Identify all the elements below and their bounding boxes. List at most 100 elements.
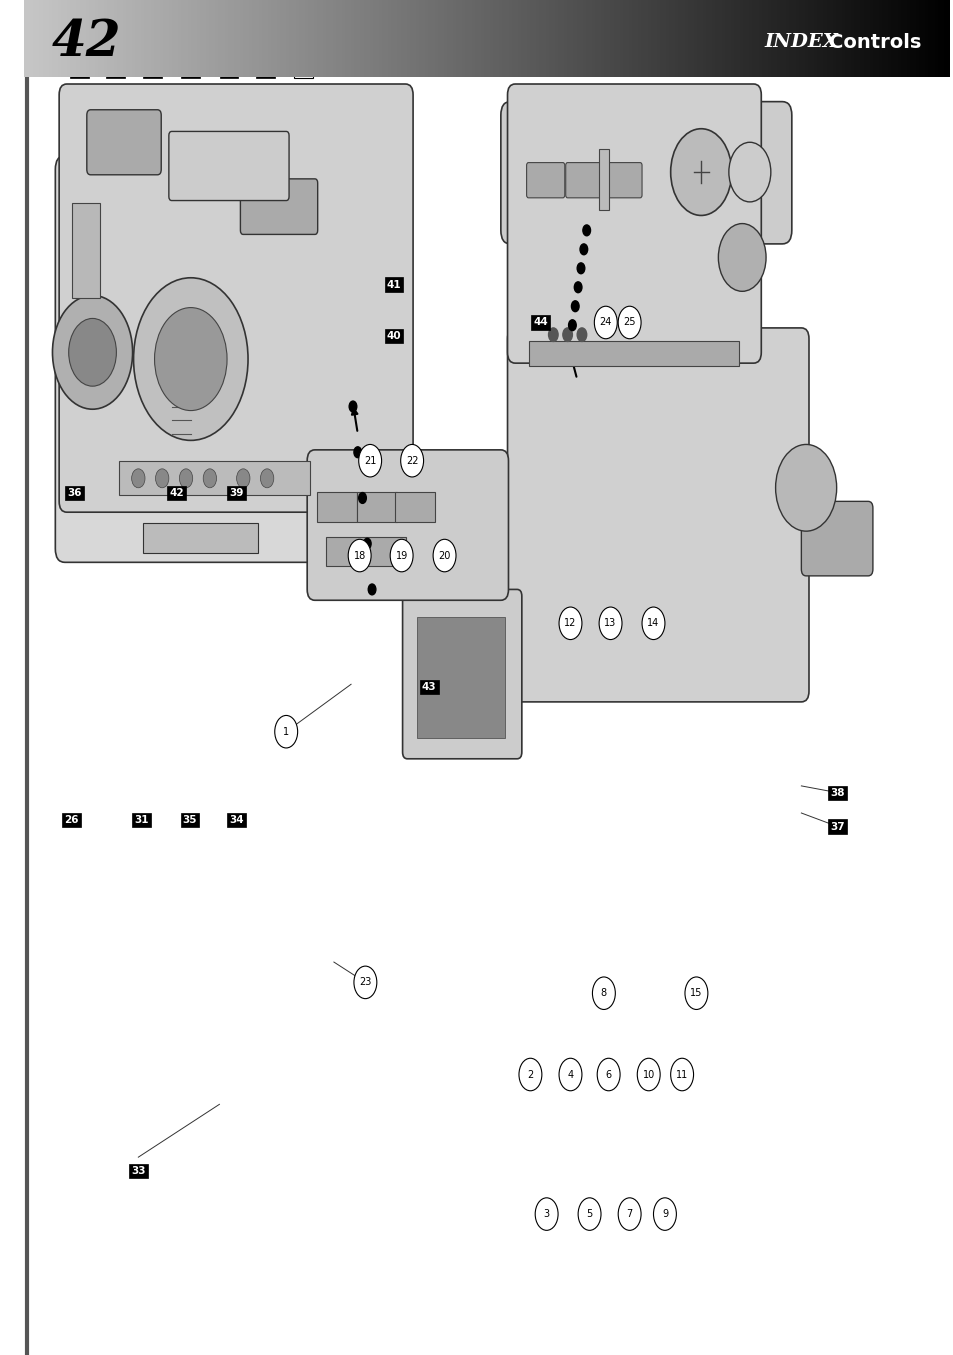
Text: 36: 36 [67, 488, 82, 499]
Text: 43: 43 [421, 682, 436, 692]
FancyBboxPatch shape [356, 492, 396, 522]
Circle shape [578, 1198, 600, 1230]
FancyBboxPatch shape [316, 492, 356, 522]
Circle shape [349, 401, 356, 412]
Text: 30: 30 [183, 65, 198, 76]
Text: 42: 42 [51, 18, 121, 66]
Text: 8: 8 [600, 988, 606, 999]
Bar [71, 203, 100, 298]
Circle shape [592, 977, 615, 1009]
Text: 9: 9 [661, 1209, 667, 1220]
Circle shape [548, 328, 558, 341]
Circle shape [728, 142, 770, 202]
Circle shape [52, 295, 132, 409]
FancyBboxPatch shape [603, 163, 641, 198]
Text: Controls: Controls [828, 33, 921, 51]
FancyBboxPatch shape [55, 156, 341, 562]
Circle shape [132, 469, 145, 488]
Text: 15: 15 [690, 988, 701, 999]
Circle shape [597, 1058, 619, 1091]
Text: 28: 28 [145, 65, 160, 76]
Text: 38: 38 [829, 787, 844, 798]
FancyBboxPatch shape [565, 163, 603, 198]
FancyBboxPatch shape [87, 110, 161, 175]
FancyBboxPatch shape [366, 537, 406, 566]
Text: 7: 7 [626, 1209, 632, 1220]
Text: 14: 14 [647, 618, 659, 629]
Circle shape [670, 129, 731, 215]
Circle shape [535, 1198, 558, 1230]
Circle shape [568, 320, 576, 331]
Text: 16: 16 [221, 65, 236, 76]
Circle shape [618, 306, 640, 339]
Text: 26: 26 [64, 814, 79, 825]
Circle shape [363, 538, 371, 549]
Circle shape [594, 306, 617, 339]
Bar [529, 341, 739, 366]
Circle shape [558, 1058, 581, 1091]
Circle shape [775, 444, 836, 531]
Text: 13: 13 [604, 618, 616, 629]
Circle shape [354, 447, 361, 458]
Circle shape [274, 715, 297, 748]
Text: 3: 3 [543, 1209, 549, 1220]
FancyBboxPatch shape [500, 102, 791, 244]
Circle shape [69, 318, 116, 386]
Circle shape [577, 263, 584, 274]
Text: 37: 37 [829, 821, 844, 832]
Circle shape [582, 225, 590, 236]
Text: 29: 29 [108, 65, 123, 76]
Text: 40: 40 [386, 331, 401, 341]
Text: 41: 41 [386, 279, 401, 290]
Circle shape [155, 469, 169, 488]
Circle shape [400, 444, 423, 477]
Text: 22: 22 [405, 455, 418, 466]
Circle shape [368, 584, 375, 595]
Circle shape [579, 244, 587, 255]
Text: 12: 12 [564, 618, 576, 629]
Bar [119, 461, 310, 495]
Text: 21: 21 [364, 455, 375, 466]
FancyBboxPatch shape [326, 537, 366, 566]
Circle shape [354, 966, 376, 999]
Text: 18: 18 [354, 550, 365, 561]
Circle shape [348, 539, 371, 572]
Circle shape [358, 444, 381, 477]
Circle shape [574, 282, 581, 293]
Circle shape [598, 607, 621, 640]
Circle shape [718, 224, 765, 291]
FancyBboxPatch shape [59, 84, 413, 512]
Text: 1: 1 [283, 726, 289, 737]
Circle shape [571, 301, 578, 312]
Text: 42: 42 [169, 488, 184, 499]
Text: 39: 39 [229, 488, 244, 499]
Text: 6: 6 [605, 1069, 611, 1080]
Circle shape [390, 539, 413, 572]
Text: 19: 19 [395, 550, 407, 561]
FancyBboxPatch shape [416, 617, 504, 738]
Text: 32: 32 [295, 65, 311, 76]
FancyBboxPatch shape [507, 328, 808, 702]
Circle shape [433, 539, 456, 572]
Text: 11: 11 [676, 1069, 687, 1080]
Text: 2: 2 [527, 1069, 533, 1080]
Circle shape [179, 469, 193, 488]
Circle shape [641, 607, 664, 640]
Text: 25: 25 [622, 317, 636, 328]
Circle shape [260, 469, 274, 488]
FancyBboxPatch shape [169, 131, 289, 201]
Text: 34: 34 [229, 814, 244, 825]
Circle shape [133, 278, 248, 440]
Circle shape [618, 1198, 640, 1230]
Text: 23: 23 [359, 977, 371, 988]
Text: 35: 35 [182, 814, 197, 825]
Circle shape [577, 328, 586, 341]
Circle shape [518, 1058, 541, 1091]
Text: 33: 33 [131, 1165, 146, 1176]
Text: 5: 5 [586, 1209, 592, 1220]
Text: INDEX: INDEX [763, 34, 838, 51]
Text: 4: 4 [567, 1069, 573, 1080]
Circle shape [670, 1058, 693, 1091]
Text: 31: 31 [133, 814, 149, 825]
FancyBboxPatch shape [240, 179, 317, 234]
